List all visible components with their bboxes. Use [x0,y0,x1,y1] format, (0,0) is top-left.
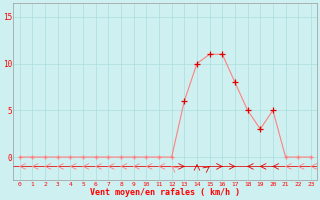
X-axis label: Vent moyen/en rafales ( km/h ): Vent moyen/en rafales ( km/h ) [90,188,240,197]
